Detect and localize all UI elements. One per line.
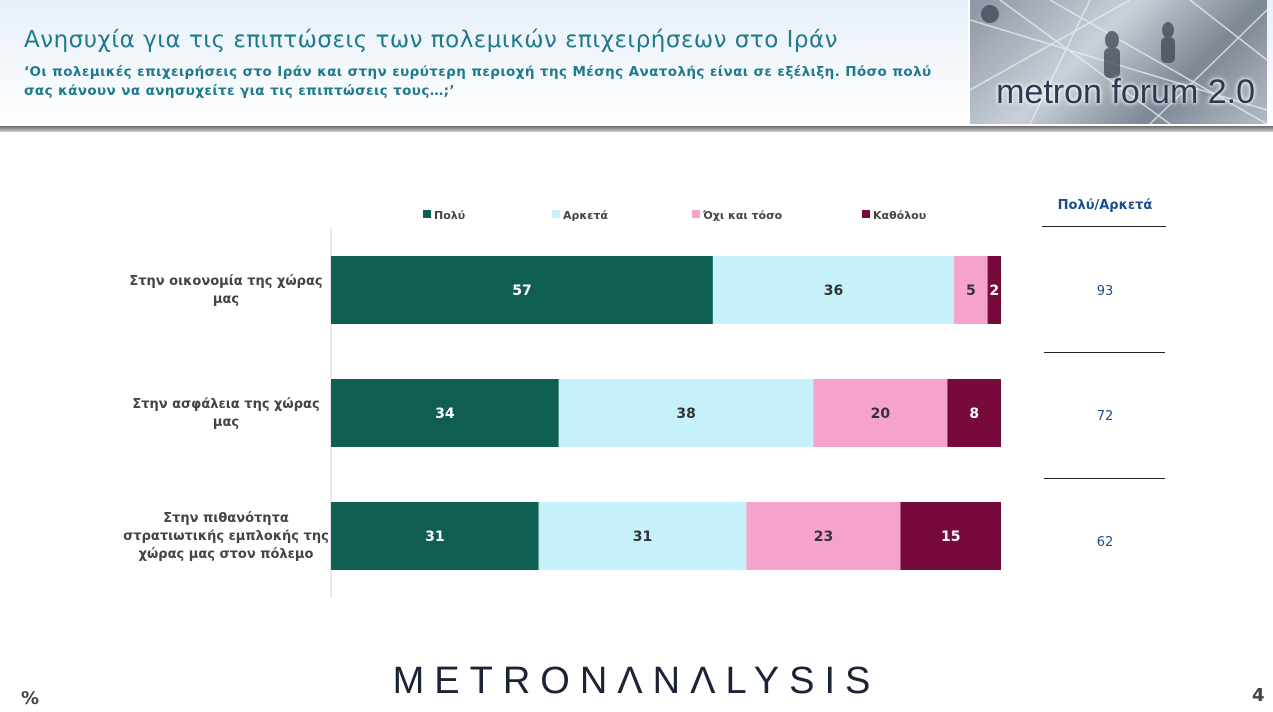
bar-3-row-3 <box>746 502 901 570</box>
logo-photo-icon <box>970 0 1267 124</box>
bar-2-row-1 <box>712 256 955 324</box>
bar-4-row-3 <box>900 502 1001 570</box>
category-label-line: στρατιωτικής εμπλοκής της <box>123 529 329 544</box>
page-title: Ανησυχία για τις επιπτώσεις των πολεμικώ… <box>24 27 838 53</box>
category-label-line: Στην οικονομία της χώρας <box>129 274 322 289</box>
category-label-3: Στην πιθανότητα στρατιωτικής εμπλοκής της… <box>123 511 329 562</box>
header-divider <box>0 126 1273 132</box>
chart-bars: 57 36 5 2 34 38 20 8 31 31 23 15 <box>331 256 1001 570</box>
bar-1-row-3 <box>331 502 539 570</box>
legend-swatch <box>552 210 560 218</box>
bar-1-row-1 <box>331 256 713 324</box>
legend-label: Πολύ <box>434 209 465 222</box>
page-number: 4 <box>1252 685 1265 706</box>
data-label: 31 <box>425 529 444 545</box>
category-label-line: μας <box>213 415 239 430</box>
question-text: ‘Οι πολεμικές επιχειρήσεις στο Ιράν και … <box>24 64 932 99</box>
data-label: 15 <box>941 529 960 545</box>
data-label: 31 <box>633 529 652 545</box>
data-label: 5 <box>966 283 976 299</box>
legend-label: Καθόλου <box>873 209 926 222</box>
logo-text: metron forum 2.0 <box>996 73 1255 111</box>
bar-4-row-2 <box>947 379 1001 447</box>
category-label-1: Στην οικονομία της χώρας μας <box>129 274 322 307</box>
unit-label: % <box>21 688 40 709</box>
bar-3-row-2 <box>813 379 948 447</box>
data-label: 57 <box>512 283 531 299</box>
summary-value-military: 62 <box>1096 535 1114 550</box>
category-label-2: Στην ασφάλεια της χώρας μας <box>132 397 319 430</box>
legend-swatch <box>862 210 870 218</box>
bar-1-row-2 <box>331 379 559 447</box>
legend-label: Όχι και τόσο <box>702 209 783 222</box>
legend-swatch <box>692 210 700 218</box>
summary-rule <box>1042 226 1166 227</box>
metron-forum-logo: metron forum 2.0 <box>968 0 1267 124</box>
data-label: 38 <box>676 406 695 422</box>
summary-rule <box>1044 352 1165 353</box>
data-label: 20 <box>871 406 891 422</box>
data-label: 34 <box>435 406 455 422</box>
category-label-line: Στην πιθανότητα <box>163 511 289 526</box>
legend-swatch <box>423 210 431 218</box>
brand-logo: METRONΛNΛLYSIS <box>392 660 881 702</box>
data-label: 2 <box>989 283 999 299</box>
summary-rule <box>1044 478 1165 479</box>
legend-label: Αρκετά <box>563 209 608 222</box>
chart-legend: Πολύ Αρκετά Όχι και τόσο Καθόλου <box>423 209 926 222</box>
bar-4-row-1 <box>987 256 1001 324</box>
data-label: 8 <box>969 406 979 422</box>
data-label: 36 <box>824 283 843 299</box>
category-label-line: χώρας μας στον πόλεμο <box>139 547 314 562</box>
category-label-line: μας <box>213 292 239 307</box>
category-label-line: Στην ασφάλεια της χώρας <box>132 397 319 412</box>
bar-2-row-3 <box>538 502 747 570</box>
summary-value-economy: 93 <box>1096 284 1114 299</box>
summary-value-security: 72 <box>1096 409 1114 424</box>
bar-3-row-1 <box>954 256 988 324</box>
summary-header: Πολύ/Αρκετά <box>1057 198 1153 213</box>
bar-2-row-2 <box>558 379 814 447</box>
data-label: 23 <box>814 529 833 545</box>
